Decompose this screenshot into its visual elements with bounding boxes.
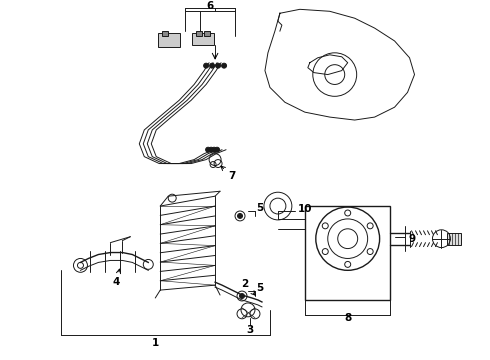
Circle shape — [216, 63, 220, 68]
Circle shape — [210, 63, 215, 68]
Text: 10: 10 — [297, 204, 312, 214]
Text: 5: 5 — [256, 283, 264, 293]
Circle shape — [221, 63, 226, 68]
Circle shape — [212, 147, 217, 152]
Bar — [305, 206, 390, 300]
Bar — [192, 33, 214, 45]
Text: 7: 7 — [221, 166, 236, 181]
Text: 9: 9 — [409, 234, 416, 244]
Bar — [196, 31, 202, 36]
Circle shape — [209, 147, 214, 152]
Bar — [158, 33, 180, 47]
Text: 3: 3 — [246, 325, 254, 335]
Text: 2: 2 — [242, 279, 255, 295]
Text: 8: 8 — [344, 313, 351, 323]
Text: 1: 1 — [151, 338, 159, 348]
Circle shape — [206, 147, 211, 152]
Circle shape — [215, 147, 220, 152]
Bar — [204, 31, 210, 36]
Bar — [447, 233, 462, 244]
Circle shape — [240, 293, 245, 298]
Bar — [162, 31, 168, 36]
Circle shape — [238, 213, 243, 219]
Text: 6: 6 — [206, 1, 214, 12]
Text: 5: 5 — [256, 203, 264, 213]
Circle shape — [204, 63, 209, 68]
Text: 4: 4 — [113, 269, 121, 287]
